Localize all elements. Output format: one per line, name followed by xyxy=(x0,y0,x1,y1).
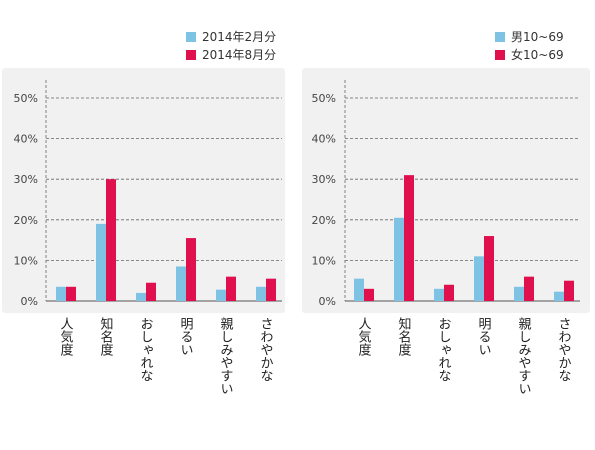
bar-series-b xyxy=(524,276,534,301)
bar-series-b xyxy=(266,278,276,301)
bar-series-a xyxy=(216,289,226,301)
bar-series-a xyxy=(96,223,106,301)
y-tick-label: 30% xyxy=(312,173,336,186)
bar-series-a xyxy=(354,278,364,301)
y-tick-label: 10% xyxy=(14,254,38,267)
bar-series-a xyxy=(394,217,404,301)
bar-series-a xyxy=(554,291,564,301)
bar-series-b xyxy=(404,175,414,301)
x-category-label: 親しみやすい xyxy=(516,317,532,395)
chart-right: 0% 10% 20% 30% 40% 50% 人気度 知名度 おしゃれな 明るい 親しみやすい さわや… xyxy=(302,68,590,395)
plot-background xyxy=(2,68,285,313)
legend-label: 女10~69 xyxy=(511,48,564,62)
bar-series-b xyxy=(226,276,236,301)
y-tick-label: 40% xyxy=(312,133,336,146)
chart-right-legend: 男10~69 女10~69 xyxy=(495,28,564,64)
x-category-label: 明るい xyxy=(476,317,491,356)
legend-item-series-0: 2014年2月分 xyxy=(186,28,276,46)
y-tick-label: 20% xyxy=(312,214,336,227)
y-tick-label: 50% xyxy=(14,92,38,105)
bar-series-a xyxy=(434,288,444,301)
x-category-label: 明るい xyxy=(178,317,193,356)
legend-swatch xyxy=(495,32,505,42)
y-tick-label: 0% xyxy=(319,295,336,308)
y-tick-label: 50% xyxy=(312,92,336,105)
legend-label: 男10~69 xyxy=(511,30,564,44)
bar-series-b xyxy=(106,179,116,301)
x-category-label: 人気度 xyxy=(58,317,74,356)
bar-series-b xyxy=(186,238,196,301)
x-category-label: さわやかな xyxy=(258,317,274,382)
bar-series-a xyxy=(56,286,66,301)
bar-series-b xyxy=(484,236,494,301)
y-tick-label: 40% xyxy=(14,133,38,146)
y-tick-label: 0% xyxy=(21,295,38,308)
x-category-label: 知名度 xyxy=(396,316,412,356)
legend-swatch xyxy=(186,32,196,42)
plot-background xyxy=(302,68,590,313)
legend-label: 2014年2月分 xyxy=(202,30,277,44)
y-tick-label: 20% xyxy=(14,214,38,227)
bar-series-a xyxy=(136,292,146,301)
y-tick-label: 30% xyxy=(14,173,38,186)
x-category-label: おしゃれな xyxy=(436,317,452,382)
bar-series-b xyxy=(66,286,76,301)
x-category-label: 人気度 xyxy=(356,317,372,356)
bar-series-b xyxy=(146,282,156,301)
bar-series-a xyxy=(176,266,186,301)
legend-swatch xyxy=(495,50,505,60)
bar-series-a xyxy=(256,286,266,301)
bar-series-b xyxy=(364,288,374,301)
bar-series-b xyxy=(444,284,454,301)
x-category-label: さわやかな xyxy=(556,317,572,382)
legend-item-series-1: 2014年8月分 xyxy=(186,46,276,64)
x-category-label: 親しみやすい xyxy=(218,317,234,395)
legend-label: 2014年8月分 xyxy=(202,48,277,62)
legend-swatch xyxy=(186,50,196,60)
chart-left-legend: 2014年2月分 2014年8月分 xyxy=(186,28,276,64)
bar-series-a xyxy=(474,256,484,301)
chart-left: 0% 10% 20% 30% 40% 50% 人気度 知名度 おしゃれな 明るい 親しみやすい さわや… xyxy=(2,68,285,395)
legend-item-series-1: 女10~69 xyxy=(495,46,564,64)
bar-series-a xyxy=(514,286,524,301)
bar-series-b xyxy=(564,280,574,301)
x-category-label: 知名度 xyxy=(98,316,114,356)
y-tick-label: 10% xyxy=(312,254,336,267)
x-category-label: おしゃれな xyxy=(138,317,154,382)
legend-item-series-0: 男10~69 xyxy=(495,28,564,46)
